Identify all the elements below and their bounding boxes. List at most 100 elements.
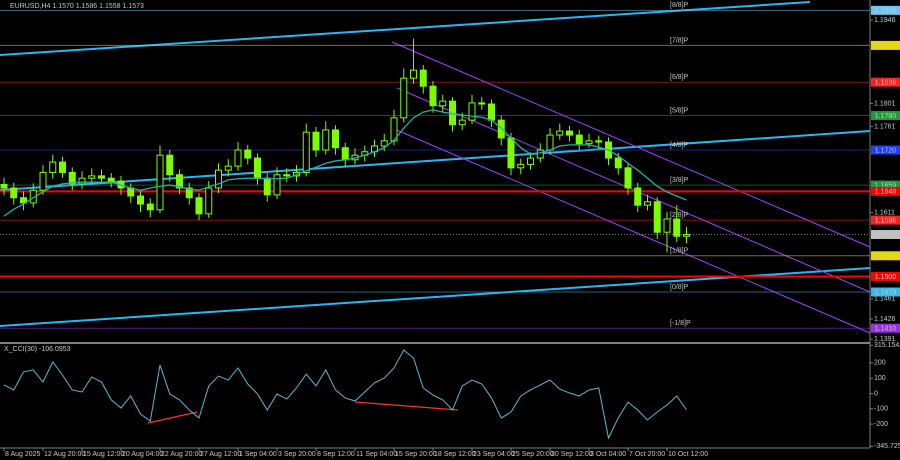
level-label-box <box>871 215 900 225</box>
candle-body <box>595 140 603 143</box>
x-tick-label: 15 Aug 12:00 <box>83 451 124 458</box>
x-tick-label: 7 Oct 20:00 <box>629 451 665 458</box>
candle-body <box>556 130 564 136</box>
candle-body <box>205 187 213 215</box>
candle-body <box>507 137 515 169</box>
candle-body <box>663 218 671 233</box>
candle-body <box>312 131 320 151</box>
y-tick-label: 1.1946 <box>874 17 896 24</box>
candle-body <box>107 177 115 182</box>
candle-body <box>488 103 495 121</box>
x-tick-label: 10 Oct 12:00 <box>668 451 708 458</box>
candle-body <box>254 157 261 179</box>
candle-body <box>283 174 291 177</box>
level-name: [0/8]P <box>670 284 689 291</box>
candle-body <box>478 102 486 105</box>
x-tick-label: 8 Aug 2025 <box>5 451 41 458</box>
level-label: 1.1659 <box>875 182 897 189</box>
candle-body <box>166 154 174 176</box>
x-tick-label: 15 Sep 20:00 <box>395 451 437 458</box>
candle-body <box>49 161 57 173</box>
indicator-title: X_CCI(30) -106.0953 <box>4 346 71 353</box>
candle-body <box>88 175 96 179</box>
candle-body <box>517 163 525 169</box>
candle-body <box>215 169 222 189</box>
level-name: [6/8]P <box>670 74 689 81</box>
candle-body <box>156 154 164 211</box>
x-tick-label: 20 Aug 04:00 <box>122 451 163 458</box>
candle-body <box>566 130 573 136</box>
candle-body <box>146 203 154 211</box>
level-name: [4/8]P <box>670 142 689 149</box>
candle-body <box>273 174 281 196</box>
sr-label: 1.1648 <box>875 189 897 196</box>
candle-body <box>176 174 183 189</box>
level-label-box <box>871 40 900 50</box>
level-name: [8/8]P <box>670 2 689 9</box>
level-label-box <box>871 111 900 121</box>
level-label: 1.1720 <box>875 147 897 154</box>
divergence-line <box>354 401 459 411</box>
current-price-box <box>871 230 900 240</box>
y-tick-label: 1.1611 <box>874 210 895 217</box>
level-label: 1.1473 <box>875 289 897 296</box>
cci-line <box>3 349 687 440</box>
channel-line <box>396 87 871 293</box>
candle-body <box>673 218 681 237</box>
candle-body <box>39 171 47 191</box>
y-tick-label: 1.1761 <box>874 123 896 130</box>
candle-body <box>634 187 642 206</box>
candle-body <box>429 85 437 107</box>
level-name: [-1/8]P <box>670 320 691 327</box>
level-label-box <box>871 77 900 87</box>
x-tick-label: 3 Sep 20:00 <box>278 451 316 458</box>
x-tick-label: 25 Sep 20:00 <box>512 451 554 458</box>
level-name: [3/8]P <box>670 177 689 184</box>
candle-body <box>527 157 534 165</box>
candle-body <box>322 129 330 151</box>
level-label-box <box>871 145 900 155</box>
indicator-tick-label: 100 <box>874 375 886 382</box>
candle-body <box>68 171 76 185</box>
candle-body <box>98 175 105 179</box>
candle-body <box>419 69 427 87</box>
y-tick-label: 1.1391 <box>874 336 896 343</box>
level-label: 1.1838 <box>875 80 897 87</box>
candle-body <box>59 161 66 173</box>
candle-body <box>127 187 135 197</box>
candle-body <box>302 131 310 173</box>
y-tick-label: 1.1801 <box>874 100 896 107</box>
level-label-box <box>871 5 900 15</box>
candle-body <box>585 140 593 145</box>
x-tick-label: 23 Sep 04:00 <box>473 451 515 458</box>
candle-body <box>458 119 466 126</box>
divergence-line <box>147 411 198 424</box>
x-tick-label: 30 Sep 12:00 <box>551 451 593 458</box>
indicator-tick-label: -345.7258 <box>874 443 900 450</box>
candle-body <box>234 149 242 167</box>
level-label-box <box>871 251 900 261</box>
indicator-tick-label: -200 <box>874 421 888 428</box>
indicator-tick-label: 200 <box>874 360 886 367</box>
candle-body <box>78 177 86 185</box>
trend-line <box>0 267 871 327</box>
candle-body <box>263 177 271 196</box>
moving-average <box>3 109 687 217</box>
candle-body <box>624 167 632 189</box>
candle-body <box>185 187 193 199</box>
candle-body <box>332 129 339 149</box>
level-name: [2/8]P <box>670 212 689 219</box>
level-label: 1.1902 <box>875 43 897 50</box>
level-label: 1.1536 <box>875 253 897 260</box>
candle-body <box>575 134 583 145</box>
candle-body <box>10 187 18 199</box>
level-label-box <box>871 323 900 333</box>
sr-label: 1.1500 <box>875 274 897 281</box>
chart-title: EURUSD,H4 1.1570 1.1586 1.1558 1.1573 <box>10 3 144 10</box>
level-label-box <box>871 287 900 297</box>
candle-body <box>653 201 661 233</box>
sr-label-box <box>871 271 900 281</box>
